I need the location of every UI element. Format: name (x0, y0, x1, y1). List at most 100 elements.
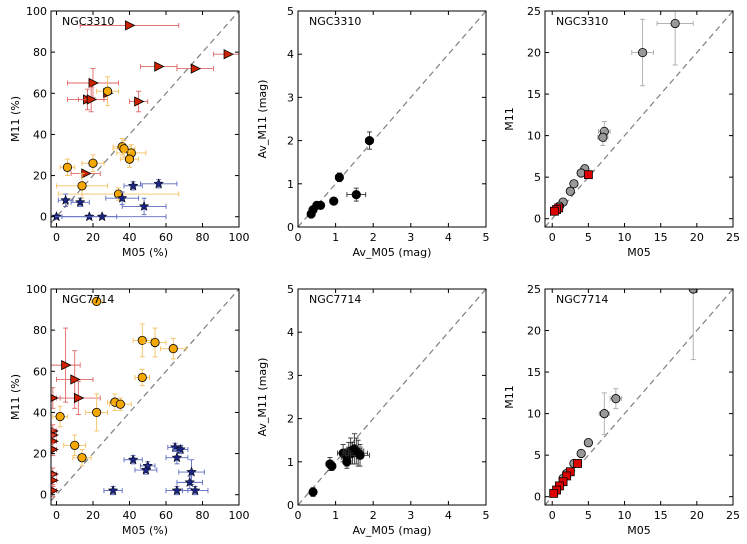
axes-frame (544, 10, 734, 228)
data-point (178, 459, 205, 485)
marker-star (140, 464, 152, 475)
panel-6: 0 5 10 15 20 25 0 5 10 15 20 25 NGC7714 M05 M11 (503, 283, 740, 537)
marker-circle (599, 409, 609, 419)
y-tick-label: 0 (287, 221, 294, 234)
data-point (119, 150, 140, 168)
x-tick-label: 100 (229, 231, 250, 244)
x-tick-label: 0 (549, 231, 556, 244)
marker-circle (77, 453, 87, 463)
data-point (51, 211, 167, 222)
y-tick-label: 4 (287, 48, 294, 61)
series-orange-circles (52, 296, 187, 467)
series-red-triangles (51, 327, 101, 498)
x-tick-label: 0 (53, 231, 60, 244)
marker-circle (150, 337, 160, 348)
data-point (583, 438, 593, 448)
marker-circle (55, 411, 65, 422)
marker-square (549, 488, 559, 498)
x-tick-label: 60 (159, 509, 173, 522)
x-tick-label: 20 (690, 509, 704, 522)
marker-circle (638, 47, 648, 58)
data-point (56, 173, 109, 199)
marker-circle (327, 461, 337, 471)
panel-1: 0 20 40 60 80 100 0 20 40 60 80 100 NGC3310 M05 (%) M1… (9, 5, 250, 259)
marker-circle (62, 162, 73, 172)
data-point (609, 388, 623, 410)
y-tick-label: 2 (287, 413, 294, 426)
y-tick-label: 20 (33, 170, 47, 183)
x-tick-label: 25 (726, 509, 740, 522)
marker-circle (168, 344, 178, 354)
x-tick-label: 25 (726, 231, 740, 244)
y-tick-label: 0 (534, 213, 541, 226)
marker-star (138, 200, 150, 212)
data-point (688, 289, 698, 361)
x-tick-label: 0 (53, 509, 60, 522)
marker-circle (688, 289, 698, 294)
x-tick-label: 4 (445, 231, 452, 244)
marker-triangle-right (73, 392, 85, 404)
x-tick-label: 20 (86, 509, 100, 522)
x-tick-label: 80 (195, 509, 209, 522)
data-point (569, 179, 579, 189)
data-point (90, 296, 103, 306)
one-to-one-line (51, 289, 239, 502)
marker-triangle-right (125, 20, 136, 31)
panel-title: NGC7714 (556, 293, 608, 306)
data-point (334, 172, 344, 183)
marker-circle (92, 296, 102, 306)
data-point (181, 484, 209, 496)
data-point (327, 461, 337, 471)
data-point (134, 368, 151, 387)
one-to-one-line (298, 11, 486, 227)
marker-circle (598, 132, 608, 142)
x-tick-label: 15 (654, 509, 668, 522)
y-axis-label: M11 (%) (9, 96, 22, 142)
data-point (350, 444, 370, 467)
series-blue-stars (103, 441, 209, 496)
x-tick-label: 20 (690, 231, 704, 244)
x-tick-label: 40 (122, 231, 136, 244)
data-point (70, 196, 90, 207)
marker-triangle-right (51, 486, 59, 495)
marker-circle (569, 179, 579, 189)
marker-circle (92, 407, 102, 418)
data-point (63, 434, 87, 457)
y-tick-label: 0 (40, 211, 47, 224)
x-tick-label: 5 (585, 509, 592, 522)
marker-star (184, 476, 196, 487)
data-point (597, 128, 609, 147)
panel-title: NGC3310 (309, 15, 361, 28)
y-tick-label: 10 (527, 408, 541, 421)
data-point (51, 211, 62, 222)
y-tick-label: 25 (527, 283, 541, 296)
y-tick-label: 20 (33, 448, 47, 461)
marker-star (51, 211, 62, 222)
x-tick-label: 10 (618, 231, 632, 244)
data-point (79, 20, 180, 31)
marker-circle (351, 190, 361, 200)
x-tick-label: 10 (618, 509, 632, 522)
marker-circle (364, 136, 375, 146)
data-point (565, 186, 575, 196)
x-axis-label: M05 (627, 524, 651, 537)
data-point (576, 448, 586, 459)
y-axis-label: Av_M11 (mag) (256, 358, 269, 437)
axes-frame (297, 10, 487, 228)
x-tick-label: 60 (159, 231, 173, 244)
data-point (176, 475, 203, 489)
axes-frame (50, 288, 240, 506)
marker-star (107, 484, 119, 496)
marker-circle (355, 450, 365, 460)
one-to-one-line (545, 11, 733, 227)
marker-star (74, 196, 86, 207)
data-point (165, 484, 189, 496)
y-tick-label: 0 (40, 489, 47, 502)
x-tick-label: 80 (195, 231, 209, 244)
data-point (134, 464, 158, 475)
x-tick-label: 15 (654, 231, 668, 244)
series-black-circles (306, 131, 375, 219)
y-tick-label: 5 (534, 449, 541, 462)
data-point (576, 168, 586, 178)
y-tick-label: 0 (534, 491, 541, 504)
